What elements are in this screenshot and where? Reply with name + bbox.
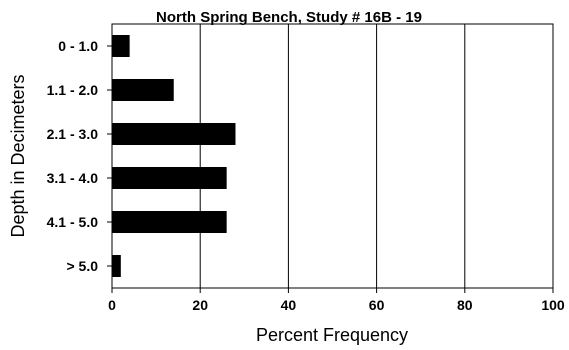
y-tick-label: 1.1 - 2.0: [47, 82, 99, 98]
x-tick-label: 0: [108, 297, 116, 313]
y-tick-label: 2.1 - 3.0: [47, 126, 99, 142]
bar: [112, 123, 235, 145]
y-tick-label: 3.1 - 4.0: [47, 170, 99, 186]
gridlines: [200, 24, 465, 288]
x-tick-label: 100: [541, 297, 565, 313]
bar: [112, 35, 130, 57]
bar: [112, 211, 227, 233]
x-tick-label: 80: [457, 297, 473, 313]
x-tick-label: 60: [369, 297, 385, 313]
bar: [112, 79, 174, 101]
bar: [112, 255, 121, 277]
y-tick-labels: 0 - 1.0 1.1 - 2.0 2.1 - 3.0 3.1 - 4.0 4.1 - …: [47, 38, 112, 274]
x-axis-label: Percent Frequency: [256, 325, 408, 345]
x-tick-label: 20: [192, 297, 208, 313]
x-tick-label: 40: [281, 297, 297, 313]
y-tick-label: 0 - 1.0: [58, 38, 98, 54]
plot-frame: [112, 24, 553, 288]
x-tick-labels: 0 20 40 60 80 100: [108, 288, 565, 313]
bars: [112, 35, 235, 277]
y-tick-label: 4.1 - 5.0: [47, 214, 99, 230]
bar: [112, 167, 227, 189]
chart-title: North Spring Bench, Study # 16B - 19: [156, 9, 422, 26]
y-axis-label: Depth in Decimeters: [8, 74, 28, 237]
y-tick-label: > 5.0: [66, 258, 98, 274]
